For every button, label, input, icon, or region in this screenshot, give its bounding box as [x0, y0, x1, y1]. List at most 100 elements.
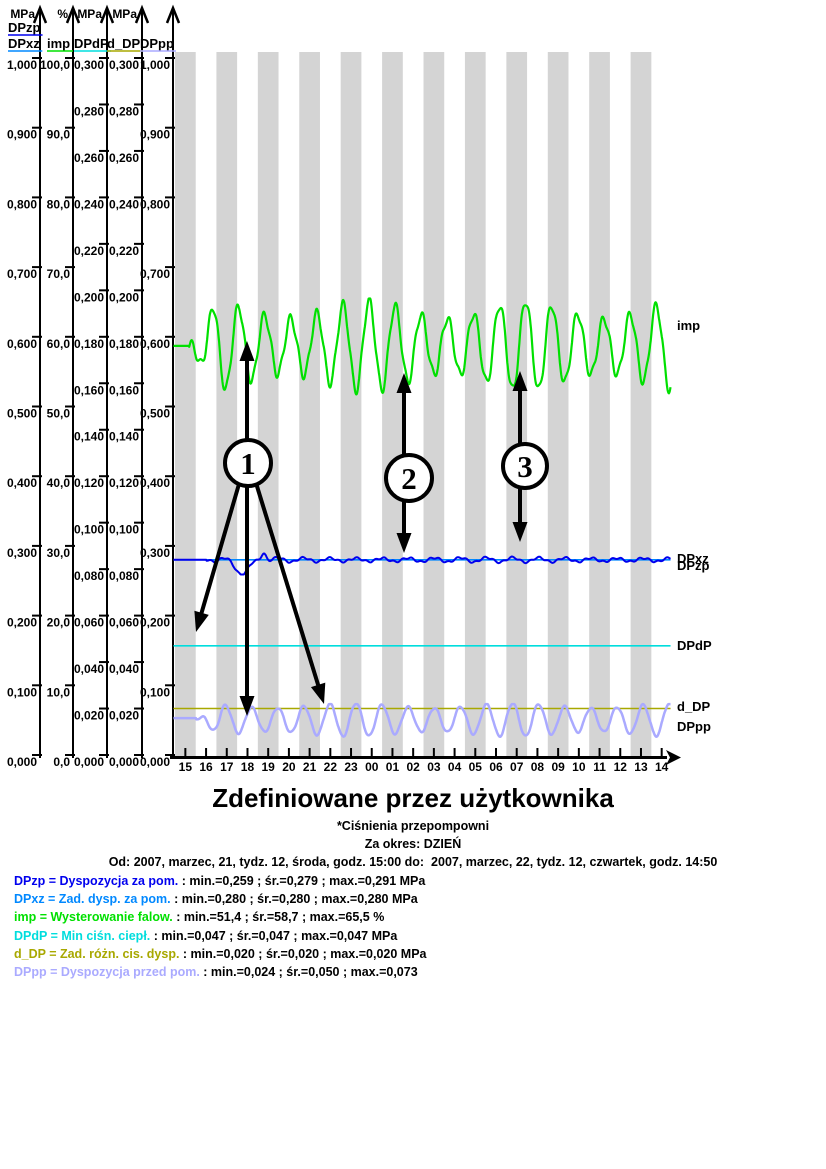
y-tick-label: 0,500	[7, 407, 37, 421]
y-tick-label: 0,200	[109, 290, 139, 304]
y-tick-label: 0,000	[140, 755, 170, 769]
grid-band	[340, 52, 362, 758]
x-tick-label: 02	[406, 760, 420, 774]
y-tick-label: 0,200	[140, 616, 170, 630]
y-tick-label: 0,260	[109, 151, 139, 165]
annotation-arrowhead	[396, 373, 412, 393]
x-tick-label: 22	[324, 760, 338, 774]
y-tick-label: 0,600	[7, 337, 37, 351]
x-tick-label: 14	[655, 760, 669, 774]
x-tick-label: 09	[551, 760, 565, 774]
pressure-chart: MPa1,0000,9000,8000,7000,6000,5000,4000,…	[7, 4, 712, 774]
grid-band	[506, 52, 528, 758]
y-tick-label: 0,300	[7, 546, 37, 560]
period-label: Za okres: DZIEŃ	[364, 837, 462, 851]
y-tick-label: 40,0	[47, 476, 71, 490]
y-tick-label: 0,400	[7, 476, 37, 490]
y-tick-label: 0,100	[109, 523, 139, 537]
annotation-arrowhead	[310, 682, 326, 704]
y-tick-label: 0,180	[74, 337, 104, 351]
x-tick-label: 12	[614, 760, 628, 774]
y-tick-label: 1,000	[140, 58, 170, 72]
grid-band	[299, 52, 320, 758]
y-tick-label: 0,400	[140, 476, 170, 490]
y-tick-label: 0,120	[109, 476, 139, 490]
legend: DPzp = Dyspozycja za pom. : min.=0,259 ;…	[14, 872, 426, 981]
y-axis-arrowhead	[65, 4, 81, 24]
y-tick-label: 0,060	[74, 616, 104, 630]
legend-series-stats: : min.=0,047 ; śr.=0,047 ; max.=0,047 MP…	[150, 928, 398, 943]
y-tick-label: 0,300	[109, 58, 139, 72]
legend-series-stats: : min.=0,259 ; śr.=0,279 ; max.=0,291 MP…	[178, 874, 426, 888]
y-tick-label: 0,200	[7, 616, 37, 630]
annotation-circle-1	[223, 438, 273, 488]
x-tick-label: 15	[179, 760, 193, 774]
y-tick-label: 0,700	[7, 267, 37, 281]
series-path-DPpp	[172, 702, 672, 738]
y-tick-label: 50,0	[47, 407, 71, 421]
grid-band	[547, 52, 569, 758]
axis-unit-label: MPa	[77, 7, 102, 21]
y-tick-label: 0,120	[74, 476, 104, 490]
x-tick-label: 07	[510, 760, 524, 774]
series-path-imp	[172, 297, 672, 396]
y-tick-label: 70,0	[47, 267, 71, 281]
y-tick-label: 100,0	[40, 58, 70, 72]
y-tick-label: 0,240	[109, 197, 139, 211]
annotation-arrowhead	[396, 533, 412, 553]
y-axis-arrowhead	[134, 4, 150, 24]
legend-series-label: DPxz = Zad. dysp. za pom.	[14, 892, 171, 907]
series-end-label-DPpp: DPpp	[677, 719, 711, 734]
y-tick-label: 0,220	[109, 244, 139, 258]
y-tick-label: 0,240	[74, 197, 104, 211]
legend-item-DPzp: DPzp = Dyspozycja za pom. : min.=0,259 ;…	[14, 872, 426, 890]
legend-series-stats: : min.=0,024 ; śr.=0,050 ; max.=0,073	[199, 965, 418, 980]
x-tick-label: 01	[386, 760, 400, 774]
x-tick-label: 05	[469, 760, 483, 774]
legend-series-label: DPzp = Dyspozycja za pom.	[14, 874, 179, 888]
series-end-label-DPzp: DPzp	[677, 558, 710, 573]
legend-series-label: imp = Wysterowanie falow.	[14, 910, 173, 925]
date-range: Od: 2007, marzec, 21, tydz. 12, środa, g…	[108, 855, 718, 869]
annotation-arrowhead	[194, 610, 209, 632]
grid-band	[464, 52, 486, 758]
y-tick-label: 0,100	[7, 685, 37, 699]
y-tick-label: 0,180	[109, 337, 139, 351]
x-tick-label: 17	[220, 760, 234, 774]
y-tick-label: 20,0	[47, 616, 71, 630]
x-tick-label: 16	[199, 760, 213, 774]
y-tick-label: 0,140	[74, 430, 104, 444]
series-header-label: d_DP	[107, 36, 141, 51]
x-tick-label: 21	[303, 760, 317, 774]
y-tick-label: 0,900	[7, 128, 37, 142]
y-tick-label: 0,100	[140, 685, 170, 699]
chart-subtitle: *Ciśnienia przepompowni	[336, 819, 490, 833]
series-header-label: imp	[47, 36, 70, 51]
x-tick-label: 11	[593, 760, 606, 774]
y-tick-label: 1,000	[7, 58, 37, 72]
y-tick-label: 0,500	[140, 407, 170, 421]
y-tick-label: 0,060	[109, 616, 139, 630]
y-tick-label: 80,0	[47, 197, 71, 211]
annotation-arrowhead	[512, 522, 528, 542]
series-end-label-DPxz: DPxz	[677, 551, 709, 566]
x-tick-label: 20	[282, 760, 296, 774]
y-tick-label: 0,160	[74, 383, 104, 397]
y-tick-label: 0,200	[74, 290, 104, 304]
legend-series-label: DPpp = Dyspozycja przed pom.	[14, 965, 200, 980]
y-tick-label: 0,600	[140, 337, 170, 351]
x-tick-label: 23	[344, 760, 358, 774]
y-tick-label: 0,300	[140, 546, 170, 560]
grid-band	[382, 52, 403, 758]
annotation-circle-number: 2	[401, 461, 417, 496]
annotation-circle-number: 3	[517, 449, 533, 484]
y-tick-label: 0,300	[74, 58, 104, 72]
y-tick-label: 0,800	[7, 197, 37, 211]
legend-series-stats: : min.=51,4 ; śr.=58,7 ; max.=65,5 %	[172, 910, 385, 925]
legend-item-DPdP: DPdP = Min ciśn. ciepł. : min.=0,047 ; ś…	[14, 927, 426, 945]
y-tick-label: 0,140	[109, 430, 139, 444]
legend-series-label: d_DP = Zad. różn. cis. dysp.	[14, 946, 180, 961]
grid-band	[589, 52, 610, 758]
x-tick-label: 06	[489, 760, 503, 774]
